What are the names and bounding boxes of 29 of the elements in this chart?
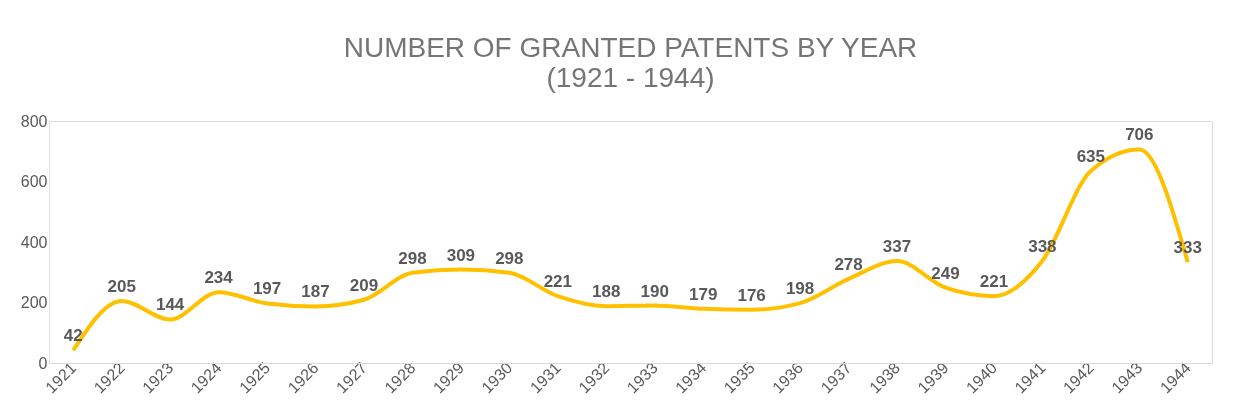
data-label: 298	[495, 248, 524, 268]
data-label: 42	[63, 326, 83, 346]
data-label: 635	[1076, 146, 1106, 166]
y-tick-label: 800	[20, 112, 48, 130]
data-label: 234	[204, 268, 234, 288]
data-label: 278	[834, 254, 863, 274]
y-tick-label: 600	[20, 173, 48, 190]
data-label: 221	[543, 272, 572, 292]
data-label: 198	[785, 279, 815, 299]
y-tick-label: 200	[20, 294, 48, 311]
y-tick-label: 400	[20, 233, 48, 251]
data-label: 221	[979, 272, 1009, 292]
data-label: 249	[931, 263, 960, 283]
data-label: 190	[640, 281, 669, 301]
data-label: 309	[446, 245, 476, 265]
data-label: 197	[252, 279, 282, 299]
text: (1921 - 1944)	[546, 62, 715, 93]
data-label: 179	[689, 284, 718, 304]
data-label: 298	[398, 248, 427, 268]
data-label: 176	[737, 285, 766, 305]
data-label: 205	[107, 276, 136, 296]
data-label: 187	[301, 282, 330, 302]
data-label: 337	[882, 237, 912, 257]
y-tick-label: 0	[38, 354, 48, 372]
data-label: 144	[155, 295, 185, 315]
data-label: 706	[1125, 125, 1154, 145]
text: NUMBER OF GRANTED PATENTS BY YEAR	[343, 32, 918, 63]
data-label: 209	[349, 275, 379, 295]
data-label: 188	[592, 282, 621, 302]
